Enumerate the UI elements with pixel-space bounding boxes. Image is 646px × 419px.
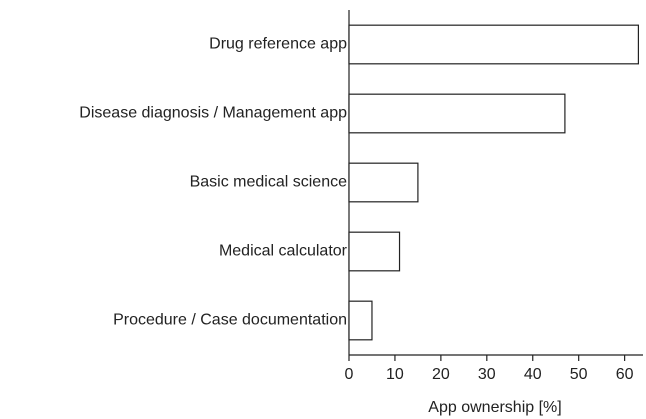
- y-tick-label: Drug reference app: [209, 36, 347, 53]
- x-tick-label: 0: [345, 366, 354, 383]
- x-tick-label: 30: [478, 366, 496, 383]
- x-tick-label: 40: [524, 366, 542, 383]
- x-axis-label: App ownership [%]: [428, 399, 561, 416]
- bar: [348, 93, 566, 134]
- y-tick-label: Procedure / Case documentation: [113, 312, 347, 329]
- x-tick-label: 20: [432, 366, 450, 383]
- y-tick-label: Disease diagnosis / Management app: [79, 105, 347, 122]
- bar: [348, 24, 640, 65]
- y-tick-label: Medical calculator: [219, 243, 348, 260]
- y-tick-label: Basic medical science: [190, 174, 348, 191]
- bar: [348, 231, 401, 272]
- x-tick-label: 50: [570, 366, 588, 383]
- x-tick-label: 60: [616, 366, 634, 383]
- bar: [348, 300, 373, 341]
- bar: [348, 162, 419, 203]
- x-tick-label: 10: [386, 366, 404, 383]
